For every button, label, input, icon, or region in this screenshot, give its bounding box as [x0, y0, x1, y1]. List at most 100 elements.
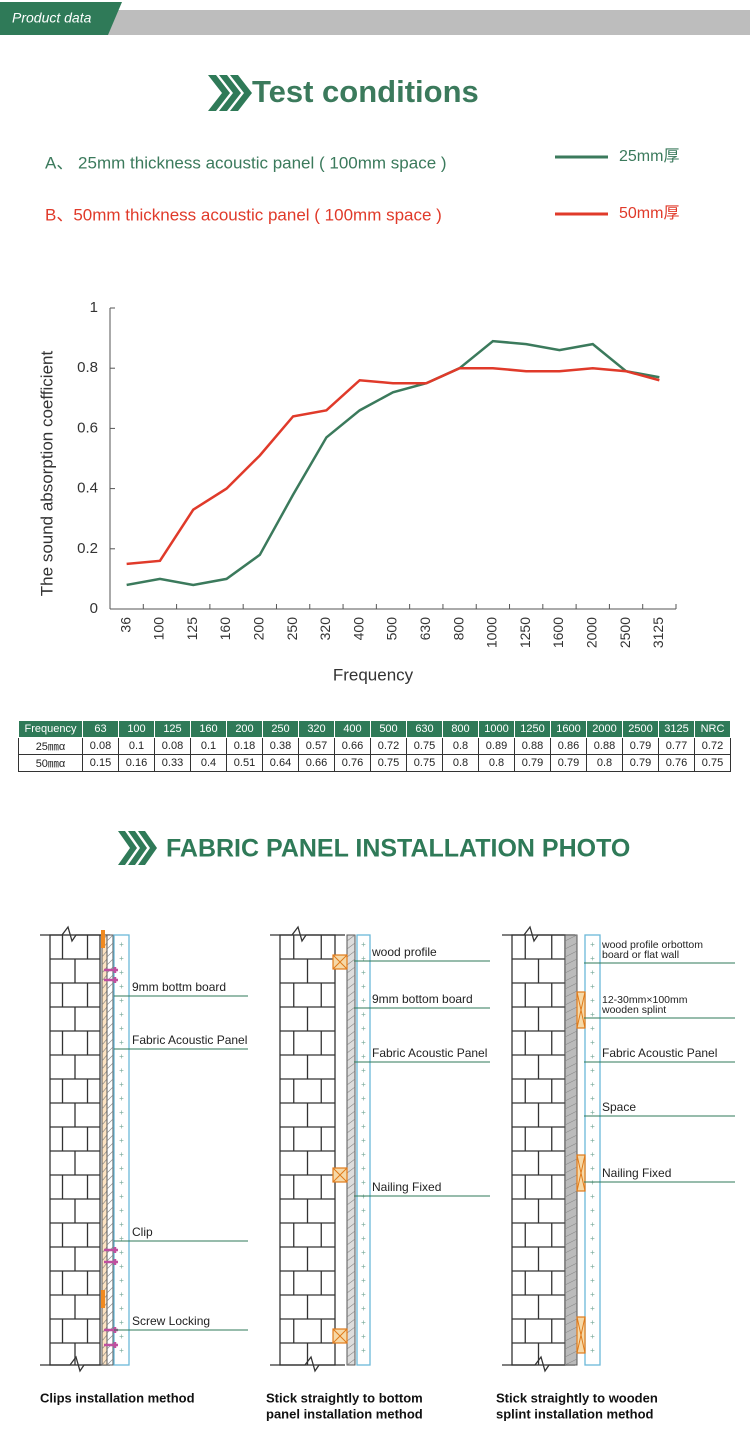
clip	[104, 1259, 118, 1265]
hatch	[106, 950, 114, 958]
panel-dot: +	[590, 1094, 595, 1103]
panel-dot: +	[590, 1038, 595, 1047]
table-cell: 320	[298, 720, 335, 738]
panel-dot: +	[361, 1164, 366, 1173]
hatch	[564, 1022, 578, 1030]
panel-dot: +	[361, 954, 366, 963]
hatch	[564, 1102, 578, 1110]
panel-dot: +	[590, 1318, 595, 1327]
hatch	[564, 1326, 578, 1334]
y-tick-label: 0	[90, 600, 98, 617]
break-mark	[502, 925, 575, 943]
hatch	[106, 1126, 114, 1134]
table-cell: 0.1	[190, 737, 227, 755]
hatch	[346, 1334, 356, 1342]
table-cell: 100	[118, 720, 155, 738]
panel-dot: +	[590, 954, 595, 963]
hatch	[101, 1134, 108, 1142]
hatch	[346, 998, 356, 1006]
hatch	[346, 958, 356, 966]
table-row: 50㎜α 0.15 0.16 0.33 0.4 0.51 0.64 0.66 0.76 0.75 0…	[18, 754, 731, 772]
hatch	[346, 1190, 356, 1198]
brick-wall	[502, 925, 575, 1373]
panel-dot: +	[361, 1150, 366, 1159]
header-tab	[0, 2, 122, 35]
series-line	[126, 366, 660, 566]
hatch	[346, 1222, 356, 1230]
hatch	[346, 982, 356, 990]
hatch	[101, 1358, 108, 1366]
diagram-label: Fabric Acoustic Panel	[602, 1046, 717, 1060]
table-cell: 0.72	[370, 737, 407, 755]
x-tick-label: 36	[117, 617, 133, 633]
table-cell: 0.79	[550, 754, 587, 772]
data-table: Frequency 63 100 125 160 200 250 320 400 500 630 80…	[18, 720, 731, 772]
hatch	[346, 1030, 356, 1038]
table-cell: 25㎜α	[18, 737, 83, 755]
panel-dot: +	[590, 1206, 595, 1215]
board	[346, 934, 356, 1366]
hatch	[106, 942, 114, 950]
panel-dot: +	[119, 1332, 124, 1341]
hatch	[101, 1230, 108, 1238]
hatch	[346, 950, 356, 958]
hatch	[101, 1086, 108, 1094]
hatch	[346, 966, 356, 974]
hatch	[101, 1198, 108, 1206]
panel-dot: +	[119, 1010, 124, 1019]
hatch	[564, 1046, 578, 1054]
x-tick-label: 160	[217, 617, 233, 641]
hatch	[101, 1334, 108, 1342]
header-tab-text: Product data	[12, 10, 92, 26]
hatch	[101, 958, 108, 966]
hatch	[106, 1110, 114, 1118]
panel-dot: +	[119, 1150, 124, 1159]
condition: A、 25mm thickness acoustic panel ( 100mm…	[45, 153, 447, 172]
diagram-label: wood profile	[371, 945, 437, 959]
hatch	[101, 1318, 108, 1326]
hatch	[346, 1174, 356, 1182]
panel-dot: +	[361, 1234, 366, 1243]
table-cell: 2000	[586, 720, 623, 738]
y-tick-label: 0.6	[77, 419, 98, 436]
hatch	[346, 1166, 356, 1174]
break-mark	[502, 1355, 575, 1373]
hatch	[346, 1278, 356, 1286]
diagram-label: Clip	[132, 1225, 153, 1239]
panel-dot: +	[361, 1122, 366, 1131]
x-tick-label: 800	[450, 617, 466, 641]
table-cell: 0.8	[442, 737, 479, 755]
panel-dot: +	[590, 1346, 595, 1355]
table-cell: 2500	[622, 720, 659, 738]
panel-dot: +	[361, 1192, 366, 1201]
panel-dot: +	[590, 1150, 595, 1159]
hatch	[564, 1278, 578, 1286]
hatch	[101, 1062, 108, 1070]
panel-dot: +	[119, 1318, 124, 1327]
hatch	[346, 1318, 356, 1326]
hatch	[564, 1358, 578, 1366]
x-tick-label: 2000	[583, 617, 599, 648]
hatch	[346, 1006, 356, 1014]
diagram-label: 9mm bottom board	[372, 992, 473, 1006]
acoustic-panel	[356, 934, 371, 1366]
hatch	[101, 1350, 108, 1358]
panel-dot: +	[119, 1038, 124, 1047]
hatch	[564, 1230, 578, 1238]
clip	[104, 1342, 118, 1348]
hatch	[101, 1078, 108, 1086]
table-cell: 0.16	[118, 754, 155, 772]
hatch	[101, 1270, 108, 1278]
table-cell: 0.8	[442, 754, 479, 772]
hatch	[101, 1262, 108, 1270]
panel-dot: +	[119, 968, 124, 977]
hatch	[106, 1158, 114, 1166]
panel-dot: +	[590, 1262, 595, 1271]
diagram-label: wood profile orbottom	[601, 939, 703, 951]
hatch	[564, 1078, 578, 1086]
break-mark	[40, 925, 110, 943]
hatch	[106, 1302, 114, 1310]
panel-dot: +	[119, 1192, 124, 1201]
hatch	[346, 1118, 356, 1126]
hatch	[564, 1262, 578, 1270]
